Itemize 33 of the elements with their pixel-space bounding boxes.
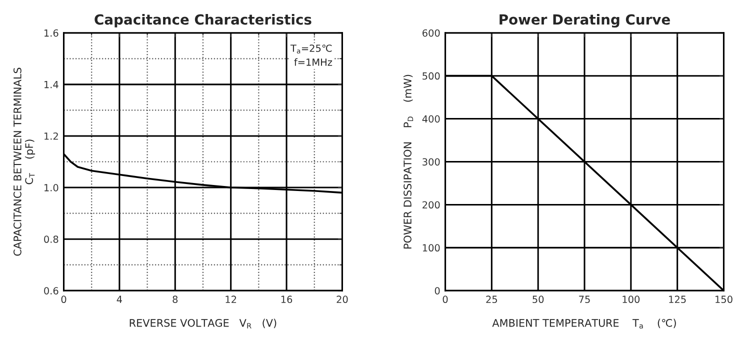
x-tick-label: 12 <box>226 296 236 303</box>
x-tick-label: 100 <box>622 296 640 304</box>
text: CAPACITANCE BETWEEN TERMINALS C$_{T}$ (pF) <box>14 68 36 256</box>
text: POWER DISSIPATION P$_{D}$ (mW) <box>403 74 414 248</box>
x-tick-label: 0 <box>61 296 66 304</box>
y-tick-label: 1.6 <box>44 29 58 37</box>
x-tick-label: 0 <box>442 296 448 304</box>
y-tick-label: 0 <box>434 287 440 294</box>
chart-title: Power Derating Curve <box>500 14 670 28</box>
y-tick-label: 400 <box>422 115 440 123</box>
x-tick-label: 8 <box>172 296 178 304</box>
x-tick-label: 16 <box>281 296 292 304</box>
y-tick-label: 600 <box>422 29 440 37</box>
y-tick-label: 500 <box>422 72 440 80</box>
annotation: T$_{a}$=25℃ f=1MHz <box>290 44 332 66</box>
x-tick-label: 125 <box>669 296 686 304</box>
text: REVERSE VOLTAGE V$_{R}$ (V) <box>130 318 276 328</box>
x-tick-label: 20 <box>336 296 348 304</box>
x-tick-label: 75 <box>579 296 590 304</box>
chart-title: Capacitance Characteristics <box>94 14 312 28</box>
y-tick-label: 1.0 <box>44 184 58 192</box>
y-tick-label: 1.2 <box>44 132 58 140</box>
x-tick-label: 4 <box>116 296 122 303</box>
y-tick-label: 1.4 <box>44 81 58 88</box>
y-tick-label: 0.6 <box>44 287 58 294</box>
y-tick-label: 0.8 <box>44 236 58 243</box>
x-tick-label: 25 <box>486 296 498 304</box>
y-tick-label: 200 <box>422 201 440 209</box>
x-tick-label: 50 <box>532 296 544 304</box>
y-tick-label: 100 <box>422 244 440 252</box>
x-tick-label: 150 <box>716 296 732 304</box>
y-tick-label: 300 <box>422 158 440 166</box>
text: AMBIENT TEMPERATURE T$_{a}$ (℃) <box>492 318 676 329</box>
